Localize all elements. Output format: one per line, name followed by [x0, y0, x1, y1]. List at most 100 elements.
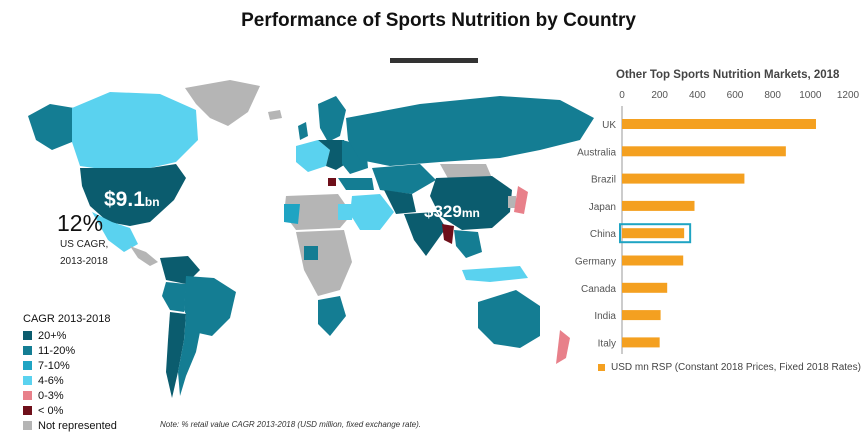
map-japan: [514, 186, 528, 214]
map-legend-label: 0-3%: [38, 389, 64, 402]
map-legend-label: 20+%: [38, 329, 67, 342]
china-market-callout: $329mn: [424, 202, 480, 222]
map-legend-item: < 0%: [23, 403, 117, 418]
map-legend-swatch: [23, 406, 32, 415]
bar-uk: [622, 119, 816, 129]
map-se-asia: [454, 230, 482, 258]
map-legend-item: Not represented: [23, 418, 117, 433]
map-argentina: [178, 314, 200, 396]
map-central-africa: [296, 230, 352, 296]
china-market-value: $329: [424, 202, 462, 221]
map-legend-label: 7-10%: [38, 359, 70, 372]
map-iceland: [268, 110, 282, 120]
map-legend-label: Not represented: [38, 419, 117, 432]
map-myanmar: [442, 224, 454, 244]
map-turkey: [338, 178, 374, 190]
us-market-value: $9.1: [104, 188, 145, 211]
map-north-africa: [284, 194, 352, 230]
category-label: Brazil: [591, 175, 616, 186]
map-legend-swatch: [23, 376, 32, 385]
map-korea: [508, 196, 516, 208]
map-legend-swatch: [23, 391, 32, 400]
map-note: Note: % retail value CAGR 2013-2018 (USD…: [160, 420, 422, 429]
map-scandinavia: [318, 96, 346, 142]
us-cagr-value: 12%: [57, 210, 104, 236]
bar-australia: [622, 146, 786, 157]
x-tick-label: 1200: [837, 90, 860, 101]
map-canada: [72, 92, 198, 170]
map-middle-east: [350, 194, 394, 230]
us-market-callout: $9.1bn: [104, 188, 160, 212]
map-legend-item: 11-20%: [23, 343, 117, 358]
map-legend-swatch: [23, 331, 32, 340]
map-nigeria: [304, 246, 318, 260]
x-tick-label: 400: [689, 90, 706, 101]
map-uk: [298, 122, 308, 140]
map-legend-item: 0-3%: [23, 388, 117, 403]
map-greece: [328, 178, 336, 186]
map-egypt: [338, 204, 354, 220]
map-new-zealand: [556, 330, 570, 364]
map-legend-swatch: [23, 421, 32, 430]
category-label: Japan: [589, 202, 616, 213]
page-title: Performance of Sports Nutrition by Count…: [241, 10, 636, 31]
map-chile: [166, 312, 186, 398]
bar-italy: [622, 337, 660, 348]
bar-germany: [622, 255, 684, 266]
bar-legend-swatch: [598, 364, 605, 371]
map-legend: CAGR 2013-2018 20+% 11-20% 7-10% 4-6% 0-3% < …: [23, 313, 117, 433]
map-legend-swatch: [23, 346, 32, 355]
category-label: UK: [602, 120, 616, 131]
map-iran: [384, 190, 416, 214]
category-label: Germany: [575, 257, 616, 268]
map-legend-item: 7-10%: [23, 358, 117, 373]
x-tick-label: 600: [727, 90, 744, 101]
us-market-unit: bn: [144, 195, 160, 209]
bar-chart-title: Other Top Sports Nutrition Markets, 2018: [616, 69, 840, 81]
bar-china: [622, 228, 685, 239]
map-peru: [162, 282, 186, 312]
map-south-africa: [318, 296, 346, 336]
map-legend-label: < 0%: [38, 404, 64, 417]
category-label: Australia: [577, 147, 616, 158]
map-legend-label: 4-6%: [38, 374, 64, 387]
bar-canada: [622, 282, 668, 293]
bar-highlight-box: [619, 223, 692, 244]
us-cagr-label-line1: US CAGR,: [60, 239, 109, 250]
map-western-europe: [296, 140, 330, 172]
map-india: [404, 212, 446, 256]
map-morocco: [284, 204, 300, 224]
bar-brazil: [622, 173, 745, 184]
map-legend-title: CAGR 2013-2018: [23, 313, 111, 325]
map-legend-item: 4-6%: [23, 373, 117, 388]
category-label: Italy: [598, 338, 616, 349]
map-legend-swatch: [23, 361, 32, 370]
title-divider: [390, 58, 478, 63]
us-cagr-label-line2: 2013-2018: [60, 256, 108, 267]
us-cagr-label: US CAGR, 2013-2018: [60, 236, 130, 270]
map-legend-label: 11-20%: [38, 344, 76, 357]
x-tick-label: 1000: [799, 90, 822, 101]
map-legend-item: 20+%: [23, 328, 117, 343]
x-tick-label: 200: [651, 90, 668, 101]
map-china: [430, 176, 512, 230]
world-map: [28, 80, 594, 398]
bar-japan: [622, 200, 695, 211]
map-brazil: [184, 276, 236, 336]
map-alaska: [28, 104, 74, 150]
category-label: China: [590, 229, 617, 240]
bar-chart-legend: USD mn RSP (Constant 2018 Prices, Fixed …: [598, 362, 861, 373]
map-australia: [478, 290, 540, 348]
bar-india: [622, 310, 661, 321]
map-mexico: [92, 212, 138, 252]
bar-chart: 0 200 400 600 800 1000 1200 UK Australia Brazil Ja…: [575, 90, 860, 354]
bar-legend-label: USD mn RSP (Constant 2018 Prices, Fixed …: [611, 362, 861, 373]
x-tick-label: 0: [619, 90, 625, 101]
map-central-america: [130, 246, 158, 266]
map-russia: [346, 96, 594, 166]
map-greenland: [185, 80, 260, 126]
category-label: India: [594, 311, 616, 322]
map-kazakhstan: [372, 164, 436, 194]
category-label: Canada: [581, 284, 616, 295]
x-tick-label: 800: [764, 90, 781, 101]
